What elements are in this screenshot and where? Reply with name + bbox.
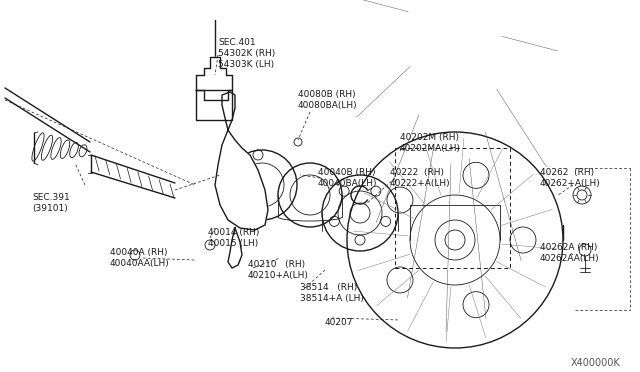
- Text: 40080B (RH)
40080BA(LH): 40080B (RH) 40080BA(LH): [298, 90, 358, 110]
- Text: 40040B (RH)
40040BA(LH): 40040B (RH) 40040BA(LH): [318, 168, 378, 188]
- Text: SEC.391
(39101): SEC.391 (39101): [32, 193, 70, 213]
- Text: 40222  (RH)
40222+A(LH): 40222 (RH) 40222+A(LH): [390, 168, 451, 188]
- Polygon shape: [222, 92, 235, 130]
- Text: 40210   (RH)
40210+A(LH): 40210 (RH) 40210+A(LH): [248, 260, 309, 280]
- Polygon shape: [215, 130, 268, 230]
- Text: SEC.401
54302K (RH)
54303K (LH): SEC.401 54302K (RH) 54303K (LH): [218, 38, 275, 69]
- Text: 40262  (RH)
40262+A(LH): 40262 (RH) 40262+A(LH): [540, 168, 601, 188]
- Polygon shape: [196, 57, 232, 90]
- Polygon shape: [228, 228, 242, 268]
- Polygon shape: [196, 90, 232, 120]
- Text: 40207: 40207: [325, 318, 353, 327]
- Text: 40014 (RH)
40015 (LH): 40014 (RH) 40015 (LH): [208, 228, 259, 248]
- Text: 40262A (RH)
40262AA(LH): 40262A (RH) 40262AA(LH): [540, 243, 600, 263]
- Text: 40202M (RH)
40202MA(LH): 40202M (RH) 40202MA(LH): [400, 133, 461, 153]
- Text: 40040A (RH)
40040AA(LH): 40040A (RH) 40040AA(LH): [110, 248, 170, 268]
- Text: X400000K: X400000K: [570, 358, 620, 368]
- Text: 38514   (RH)
38514+A (LH): 38514 (RH) 38514+A (LH): [300, 283, 364, 303]
- Bar: [395, 148, 510, 268]
